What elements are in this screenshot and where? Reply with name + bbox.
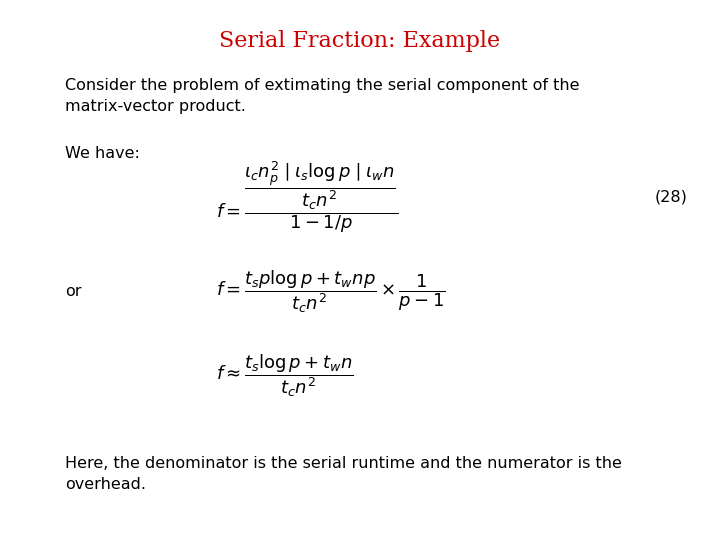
Text: Serial Fraction: Example: Serial Fraction: Example (220, 30, 500, 52)
Text: $f = \dfrac{t_s p \log p + t_w np}{t_c n^2} \times \dfrac{1}{p-1}$: $f = \dfrac{t_s p \log p + t_w np}{t_c n… (216, 268, 446, 315)
Text: or: or (65, 284, 81, 299)
Text: We have:: We have: (65, 146, 140, 161)
Text: Here, the denominator is the serial runtime and the numerator is the
overhead.: Here, the denominator is the serial runt… (65, 456, 621, 492)
Text: $f = \dfrac{\dfrac{\iota_c n_p^2 \mid \iota_s \log p \mid \iota_w n}{t_c n^2}}{1: $f = \dfrac{\dfrac{\iota_c n_p^2 \mid \i… (216, 159, 398, 235)
Text: $f \approx \dfrac{t_s \log p + t_w n}{t_c n^2}$: $f \approx \dfrac{t_s \log p + t_w n}{t_… (216, 352, 354, 399)
Text: Consider the problem of extimating the serial component of the
matrix-vector pro: Consider the problem of extimating the s… (65, 78, 580, 114)
Text: (28): (28) (654, 190, 688, 205)
